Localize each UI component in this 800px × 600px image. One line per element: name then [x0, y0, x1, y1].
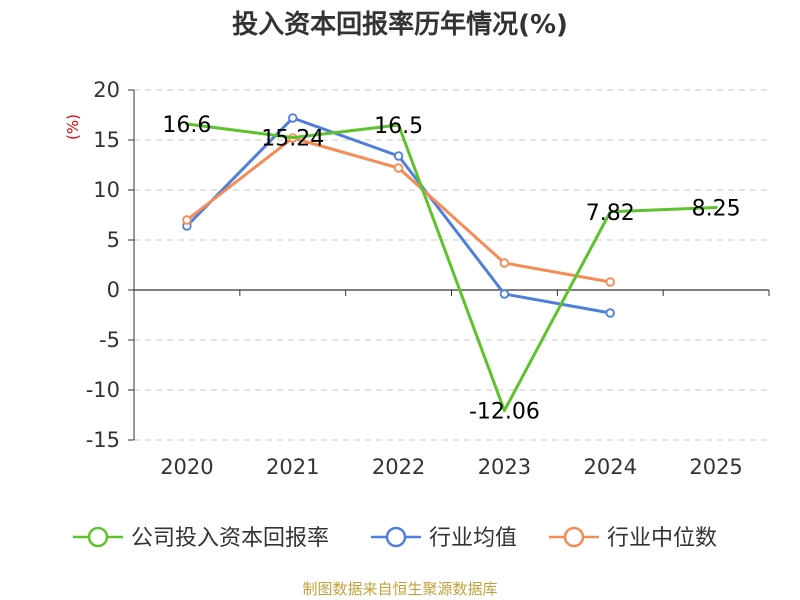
data-point — [605, 308, 615, 318]
data-point — [288, 113, 298, 123]
y-tick-label: 15 — [93, 128, 120, 152]
legend-label: 行业中位数 — [607, 526, 717, 551]
data-label: -12.06 — [469, 400, 540, 425]
y-tick-label: -15 — [86, 428, 120, 452]
data-label: 8.25 — [692, 197, 741, 222]
legend: 公司投入资本回报率 行业均值 行业中位数 — [73, 526, 717, 551]
x-tick-label: 2025 — [689, 455, 742, 479]
x-tick-label: 2024 — [584, 455, 637, 479]
legend-marker — [563, 526, 585, 548]
data-point — [499, 289, 510, 299]
y-tick-label: 20 — [93, 78, 120, 102]
legend-marker — [385, 526, 407, 548]
y-tick-label: 5 — [107, 228, 120, 252]
x-tick-label: 2020 — [160, 455, 213, 479]
y-tick-label: -10 — [86, 378, 120, 402]
data-source-note: 制图数据来自恒生聚源数据库 — [302, 580, 497, 598]
data-label: 16.5 — [374, 114, 423, 139]
data-point — [499, 258, 510, 268]
data-point — [182, 215, 192, 225]
axes: 20 15 10 5 0 -5 -10 -15 2020 2021 2022 2023 2024 2025 — [86, 78, 770, 479]
series-lines — [182, 113, 718, 413]
data-label: 15.24 — [261, 127, 324, 152]
legend-label: 公司投入资本回报率 — [131, 526, 329, 551]
data-label: 7.82 — [586, 201, 635, 226]
x-tick-label: 2021 — [266, 455, 319, 479]
x-tick-label: 2023 — [478, 455, 531, 479]
y-tick-label: -5 — [99, 328, 120, 352]
data-point — [605, 277, 615, 287]
data-labels: 16.6 15.24 16.5 -12.06 7.82 8.25 — [162, 113, 740, 425]
grid-lines — [134, 89, 769, 441]
series-line — [185, 116, 612, 315]
data-label: 16.6 — [162, 113, 211, 138]
legend-label: 行业均值 — [429, 526, 517, 551]
data-point — [393, 163, 404, 173]
y-axis-unit-label: (%) — [64, 114, 82, 140]
x-tick-label: 2022 — [372, 455, 425, 479]
y-tick-label: 0 — [107, 278, 120, 302]
series-line — [185, 122, 718, 413]
data-point — [393, 151, 404, 161]
chart-title: 投入资本回报率历年情况(%) — [232, 9, 568, 40]
y-tick-label: 10 — [93, 178, 120, 202]
legend-marker — [87, 526, 109, 548]
